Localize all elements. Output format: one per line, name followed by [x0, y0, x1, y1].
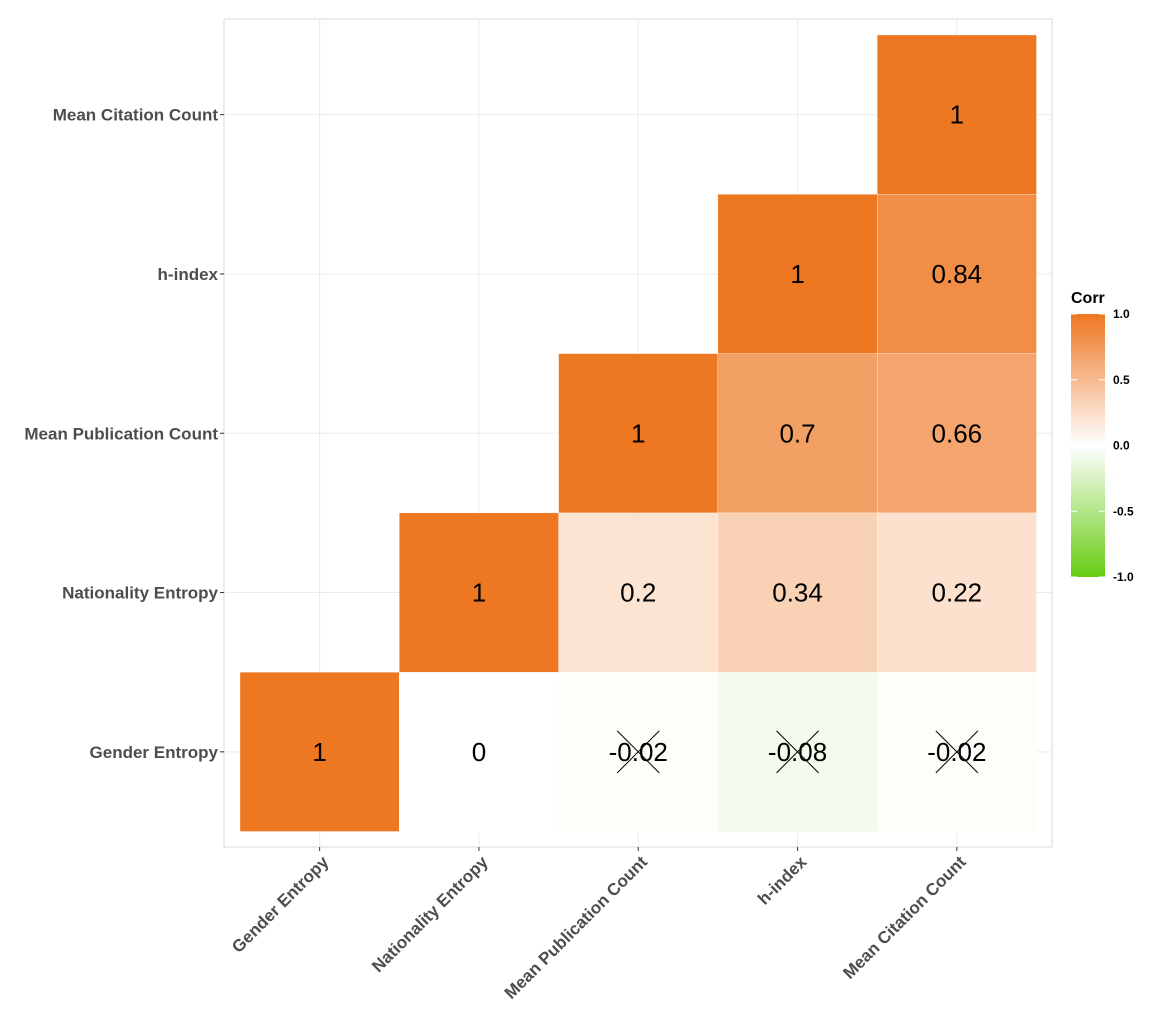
- heatmap-cell: [877, 512, 1037, 673]
- heatmap-cell: [717, 194, 878, 354]
- cell-value-label: 0.84: [932, 259, 983, 289]
- heatmap-cell: [717, 353, 878, 514]
- x-axis-labels: Gender Entropy Nationality Entropy Mean Pu…: [228, 847, 970, 1003]
- cell-labels: 10-0.02-0.08-0.0210.20.340.2210.70.6610.…: [312, 100, 986, 774]
- legend-ticks: 1.0 0.5 0.0 -0.5 -1.0: [1071, 307, 1134, 584]
- heatmap-cell: [399, 512, 559, 673]
- heatmap-cell: [717, 512, 878, 673]
- heatmap-cell: [877, 34, 1037, 195]
- cell-value-label: 1: [950, 100, 964, 130]
- y-tick-label: Nationality Entropy: [62, 584, 218, 603]
- insignificant-cross-mark: [616, 730, 660, 774]
- cell-value-label: 0: [472, 737, 486, 767]
- y-tick-label: h-index: [158, 265, 219, 284]
- cell-value-label: 0.22: [932, 578, 983, 608]
- y-tick-label: Mean Citation Count: [53, 106, 219, 125]
- y-axis-labels: Gender Entropy Nationality Entropy Mean Pu…: [24, 106, 224, 762]
- x-tick-label: h-index: [754, 852, 811, 909]
- legend-tick-label: -1.0: [1113, 570, 1134, 584]
- x-tick-label: Mean Citation Count: [839, 852, 970, 983]
- heatmap-cell: [558, 512, 719, 673]
- cell-value-label: 0.2: [620, 578, 656, 608]
- legend-tick-label: 0.5: [1113, 373, 1130, 387]
- heatmap-cell: [399, 672, 559, 832]
- cell-value-label: 0.66: [932, 418, 983, 448]
- x-tick-label: Gender Entropy: [228, 852, 333, 957]
- legend-tick-label: -0.5: [1113, 504, 1134, 518]
- x-tick-label: Nationality Entropy: [368, 852, 492, 976]
- heatmap-cell: [558, 353, 719, 514]
- legend-tick-label: 0.0: [1113, 439, 1130, 453]
- cell-value-label: 1: [790, 259, 804, 289]
- legend: Corr 1.0 0.5 0.0 -0.5 -1.0: [1071, 290, 1134, 584]
- cell-value-label: 1: [472, 578, 486, 608]
- heatmap-cell: [877, 353, 1037, 514]
- cell-value-label: 0.7: [779, 418, 815, 448]
- x-tick-label: Mean Publication Count: [501, 852, 652, 1003]
- legend-title: Corr: [1071, 290, 1105, 307]
- insignificant-cross-mark: [935, 730, 979, 774]
- legend-tick-label: 1.0: [1113, 307, 1130, 321]
- y-tick-label: Gender Entropy: [90, 743, 219, 762]
- cell-value-label: 1: [312, 737, 326, 767]
- heatmap-cell: [239, 672, 400, 832]
- cell-value-label: 0.34: [772, 578, 823, 608]
- y-tick-label: Mean Publication Count: [24, 424, 218, 443]
- cell-value-label: 1: [631, 418, 645, 448]
- insignificant-cross-mark: [776, 730, 819, 774]
